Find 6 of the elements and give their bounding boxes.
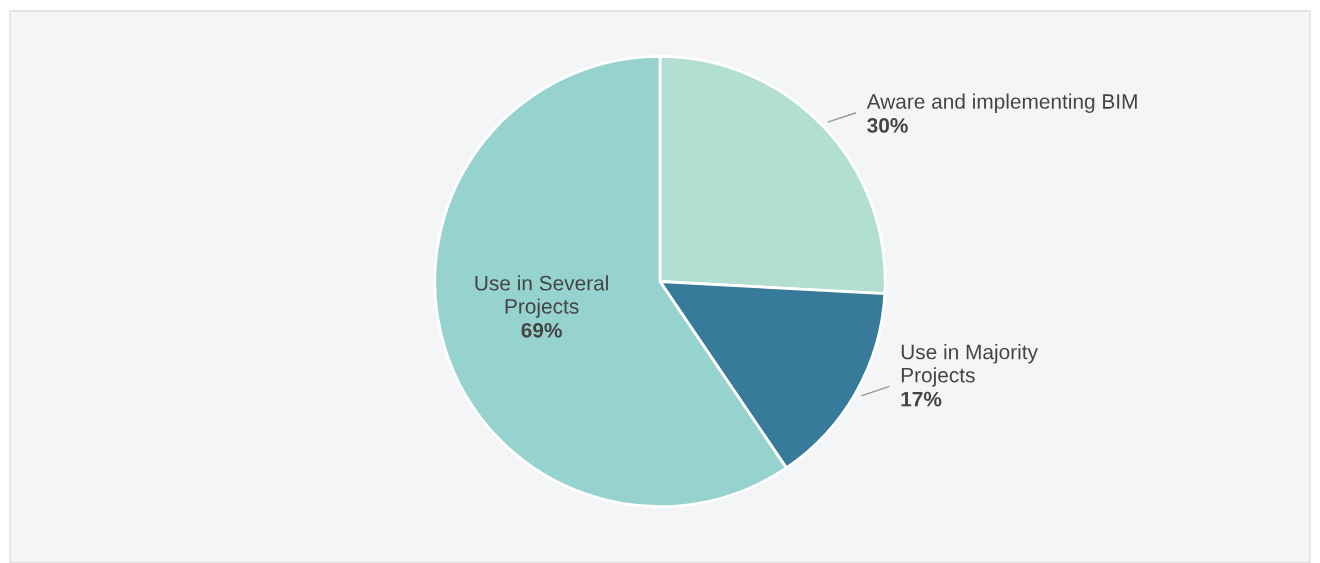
- slice-label: Use in Majority Projects: [901, 344, 1038, 387]
- data-label: 30%: [867, 118, 908, 133]
- slice-label: Aware and implementing BIM: [866, 93, 1137, 113]
- data-label: 17%: [901, 391, 942, 407]
- slice-label: Use in Several Projects: [475, 275, 608, 318]
- data-label: 69%: [521, 322, 562, 338]
